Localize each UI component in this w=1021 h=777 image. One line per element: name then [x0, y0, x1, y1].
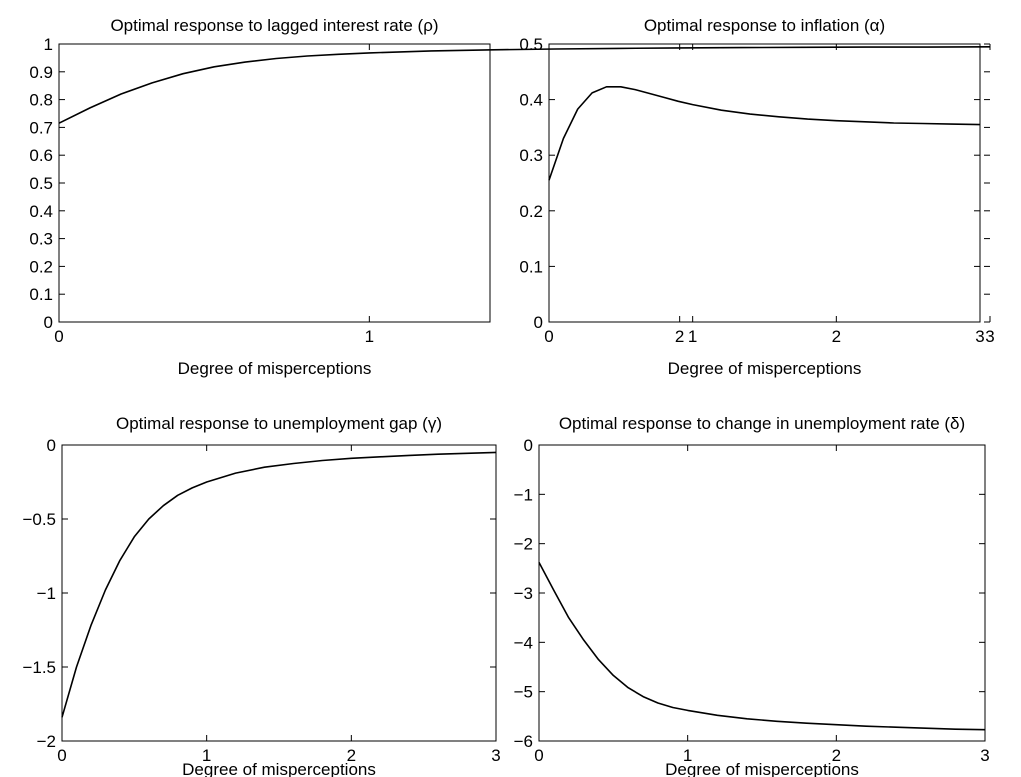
panel-change-in-unemployment-rate: Optimal response to change in unemployme… — [514, 414, 990, 777]
panel-title: Optimal response to unemployment gap (γ) — [116, 414, 442, 433]
y-tick-label: 0.3 — [29, 230, 53, 249]
axis-ticks: 0 1 2 3 −6 −5 −4 −3 −2 −1 0 — [514, 436, 990, 765]
x-tick-label: 0 — [534, 746, 543, 765]
y-tick-label: −5 — [514, 683, 533, 702]
x-tick-label: 2 — [832, 327, 841, 346]
plot-frame — [58, 43, 491, 323]
plot-frame — [61, 444, 497, 742]
series-line — [538, 562, 986, 731]
y-tick-label: 0.5 — [519, 35, 543, 54]
series-group — [538, 562, 986, 731]
x-tick-label: 3 — [980, 746, 989, 765]
y-tick-label: 0.7 — [29, 118, 53, 137]
axis-ticks: 0 1 2 3 −2 −1.5 −1 −0.5 0 — [22, 436, 500, 765]
plot-frame — [538, 444, 986, 742]
y-tick-label: 0.5 — [29, 174, 53, 193]
y-tick-label: −1 — [37, 584, 56, 603]
x-axis-label: Degree of misperceptions — [178, 359, 372, 378]
x-tick-label: 0 — [57, 746, 66, 765]
y-tick-label: −1 — [514, 485, 533, 504]
y-tick-label: −2 — [514, 535, 533, 554]
y-tick-label: 0 — [47, 436, 56, 455]
panel-title: Optimal response to lagged interest rate… — [110, 16, 438, 35]
x-tick-label: 3 — [985, 327, 994, 346]
series-line — [58, 46, 991, 124]
plot-frame — [548, 43, 981, 323]
y-tick-label: −6 — [514, 732, 533, 751]
x-axis-label: Degree of misperceptions — [668, 359, 862, 378]
y-tick-label: 0.3 — [519, 146, 543, 165]
series-group — [61, 451, 497, 718]
x-tick-label: 3 — [491, 746, 500, 765]
y-tick-label: 0.2 — [519, 202, 543, 221]
panel-inflation: Optimal response to inflation (α) Degree… — [519, 16, 984, 378]
x-tick-label: 2 — [832, 746, 841, 765]
y-tick-label: −3 — [514, 584, 533, 603]
y-tick-label: 0.9 — [29, 63, 53, 82]
y-tick-label: 0.4 — [29, 202, 53, 221]
x-tick-label: 2 — [347, 746, 356, 765]
y-tick-label: −2 — [37, 732, 56, 751]
x-tick-label: 2 — [675, 327, 684, 346]
y-tick-label: 0 — [534, 313, 543, 332]
y-tick-label: 0.2 — [29, 257, 53, 276]
axis-ticks: 0 1 2 300.10.20.30.40.5 — [519, 35, 984, 346]
y-tick-label: 0.8 — [29, 91, 53, 110]
axis-ticks: 0 1 2 300.10.20.30.40.50.60.70.80.91 — [29, 35, 994, 346]
panel-title: Optimal response to inflation (α) — [644, 16, 885, 35]
panel-lagged-interest-rate: Optimal response to lagged interest rate… — [29, 16, 994, 378]
x-tick-label: 1 — [683, 746, 692, 765]
x-axis-label: Degree of misperceptions — [182, 760, 376, 777]
series-line — [548, 86, 981, 181]
x-tick-label: 1 — [202, 746, 211, 765]
series-line — [61, 451, 497, 718]
panel-unemployment-gap: Optimal response to unemployment gap (γ)… — [22, 414, 500, 777]
series-group — [58, 46, 991, 124]
x-tick-label: 0 — [544, 327, 553, 346]
y-tick-label: 0.1 — [519, 257, 543, 276]
x-tick-label: 1 — [688, 327, 697, 346]
y-tick-label: 0.1 — [29, 285, 53, 304]
y-tick-label: 0.4 — [519, 91, 543, 110]
y-tick-label: −1.5 — [22, 658, 56, 677]
y-tick-label: 1 — [44, 35, 53, 54]
x-tick-label: 3 — [975, 327, 984, 346]
y-tick-label: 0 — [44, 313, 53, 332]
y-tick-label: −0.5 — [22, 510, 56, 529]
series-group — [548, 86, 981, 181]
panel-title: Optimal response to change in unemployme… — [559, 414, 965, 433]
y-tick-label: 0.6 — [29, 146, 53, 165]
y-tick-label: 0 — [524, 436, 533, 455]
x-tick-label: 0 — [54, 327, 63, 346]
x-axis-label: Degree of misperceptions — [665, 760, 859, 777]
y-tick-label: −4 — [514, 633, 533, 652]
x-tick-label: 1 — [365, 327, 374, 346]
